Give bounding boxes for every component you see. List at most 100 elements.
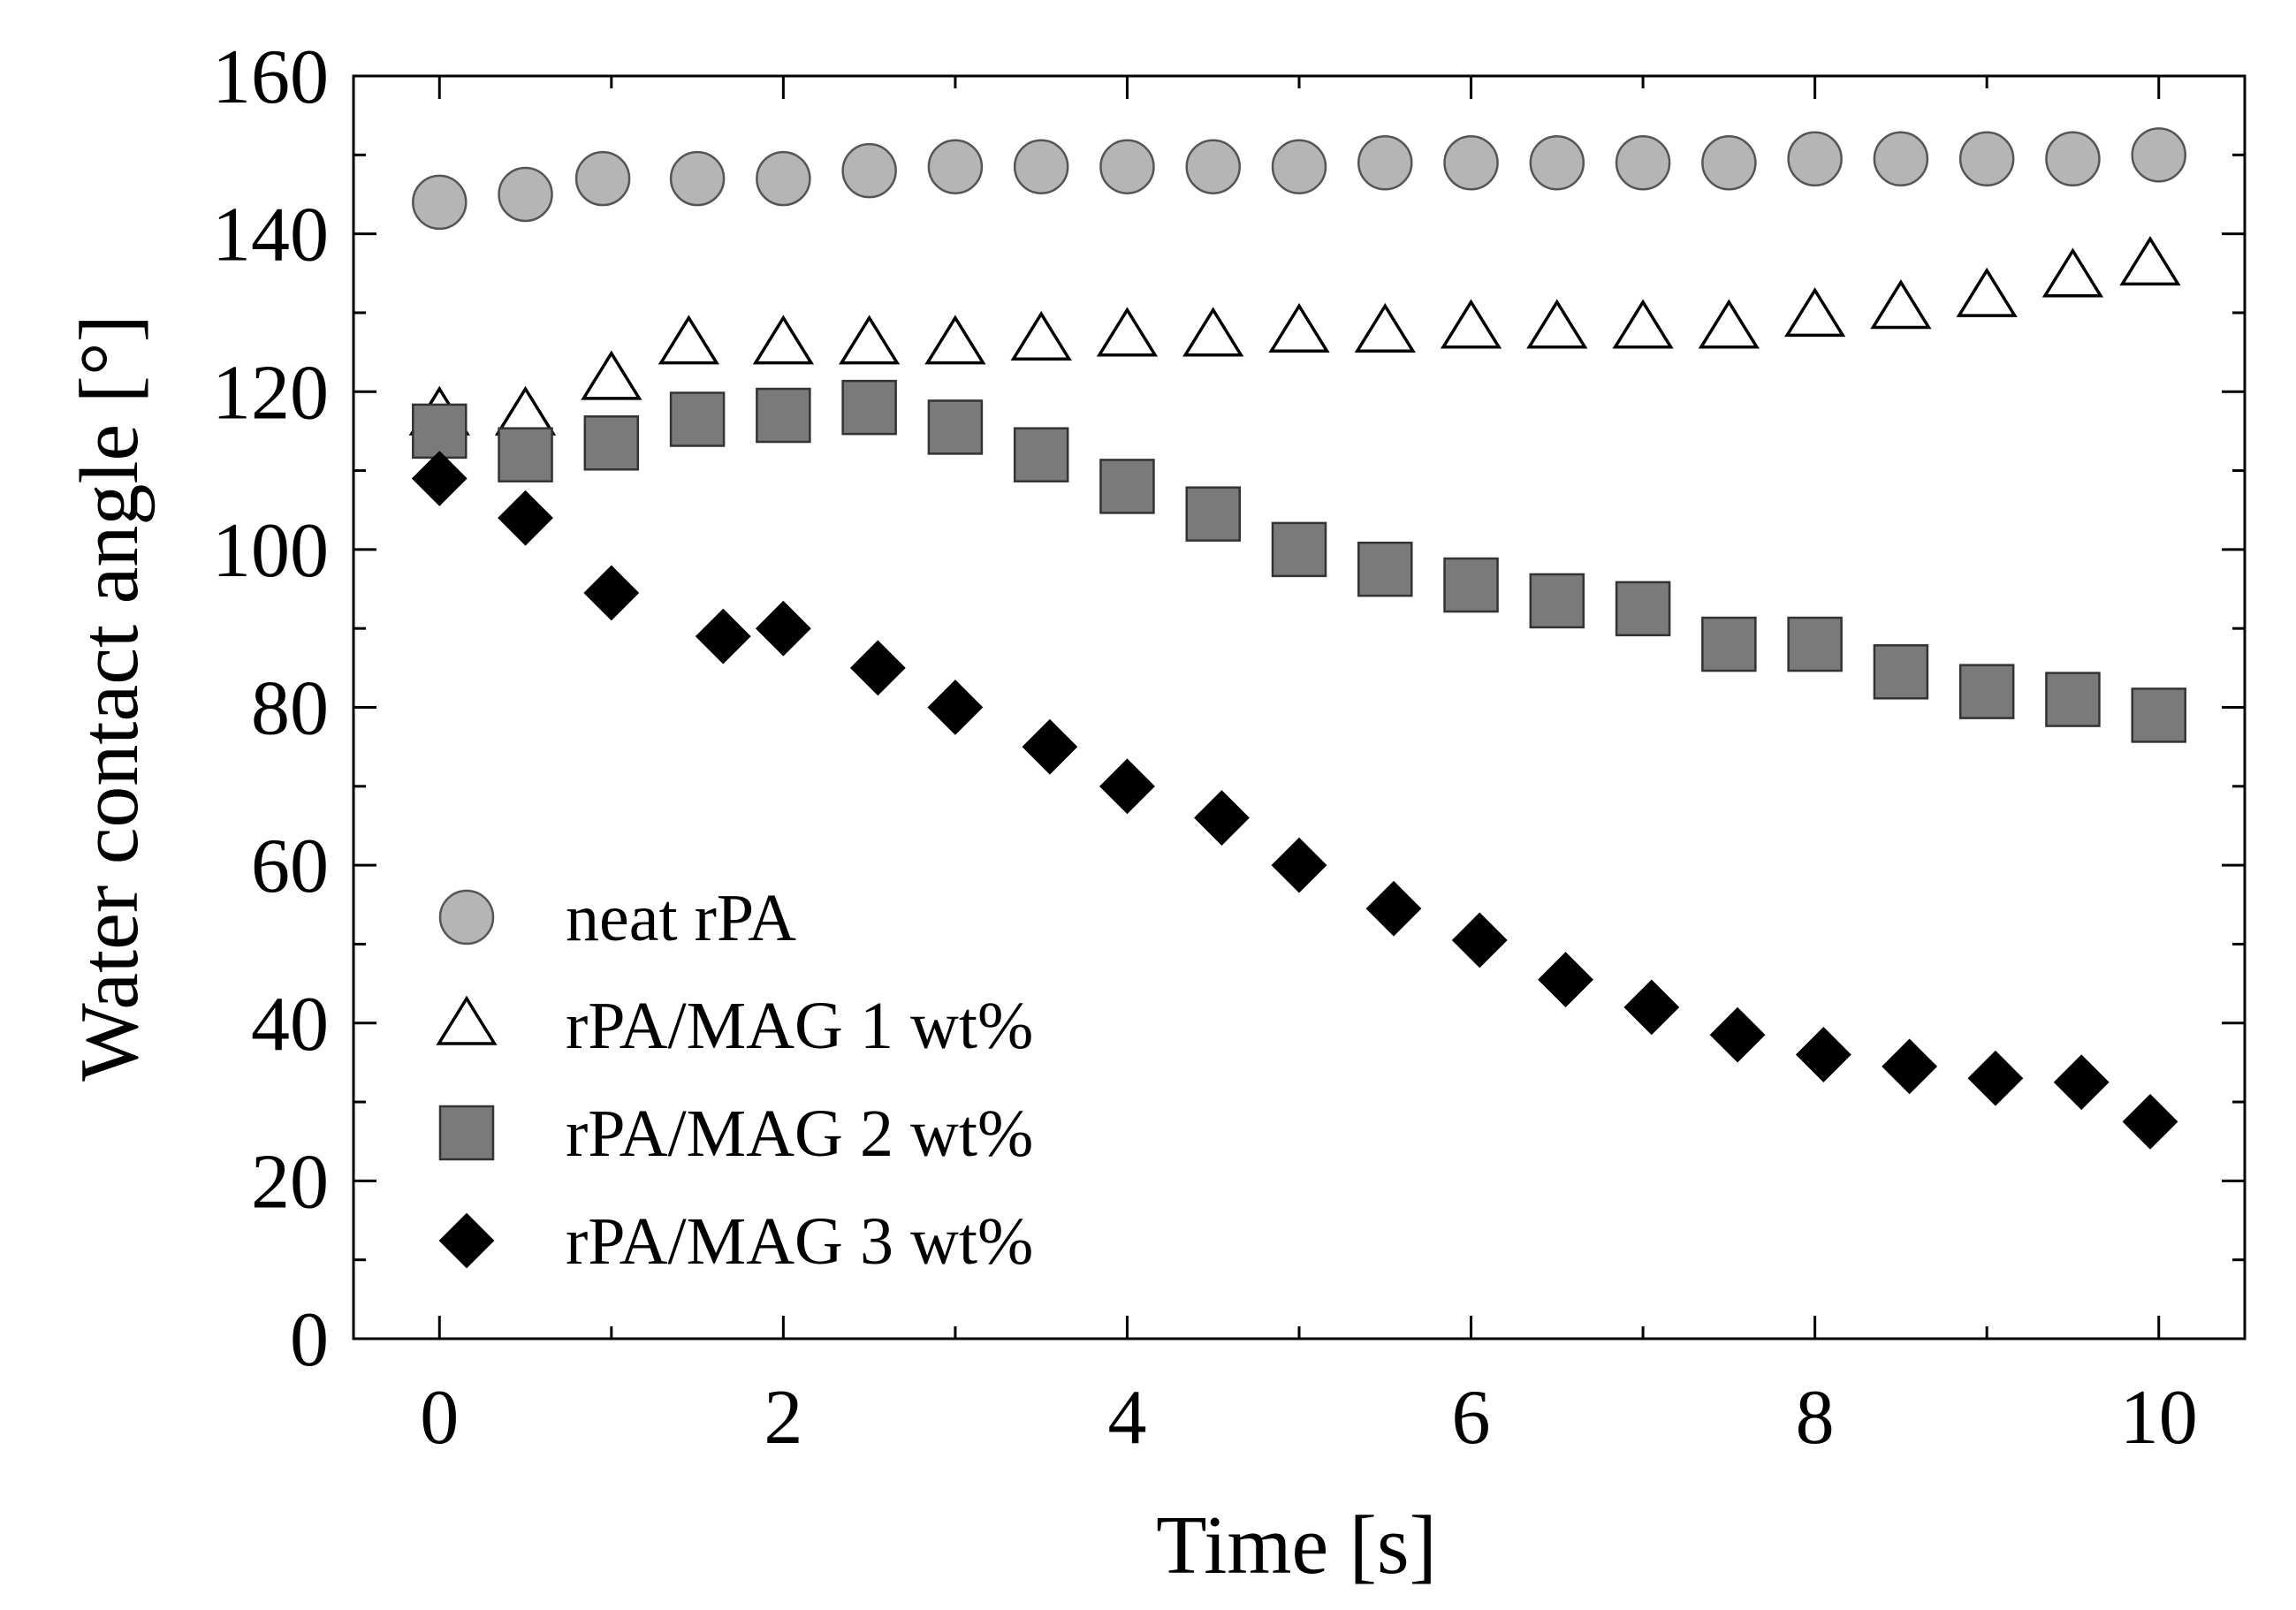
data-point	[927, 139, 984, 194]
data-point	[1357, 541, 1413, 597]
data-point	[1873, 644, 1929, 700]
data-point	[658, 315, 720, 365]
data-point	[841, 142, 897, 199]
data-point	[1354, 302, 1416, 353]
data-point	[1182, 307, 1244, 357]
data-point	[574, 150, 631, 207]
data-point	[1271, 139, 1327, 194]
data-point	[583, 565, 640, 621]
data-point	[1783, 287, 1846, 338]
data-point	[924, 315, 986, 365]
legend-marker	[438, 1212, 495, 1269]
data-point	[841, 379, 897, 436]
legend-item: rPA/MAG 2 wt%	[438, 1097, 1033, 1171]
legend-item: rPA/MAG 1 wt%	[436, 989, 1033, 1063]
data-point	[838, 315, 901, 365]
data-point	[1451, 912, 1508, 968]
data-point	[695, 608, 751, 665]
data-point	[1958, 131, 2015, 187]
data-point	[1526, 299, 1588, 349]
data-point	[1956, 267, 2018, 317]
data-point	[1615, 581, 1671, 637]
data-point	[1194, 790, 1250, 846]
series-2	[412, 379, 2186, 743]
data-point	[1615, 134, 1671, 191]
legend-item: neat rPA	[438, 881, 796, 955]
data-point	[1443, 134, 1499, 191]
data-point	[1698, 299, 1760, 349]
y-tick-label: 100	[212, 508, 329, 594]
data-point	[583, 415, 640, 471]
data-point	[755, 600, 811, 657]
data-series	[408, 127, 2186, 1150]
data-point	[2041, 247, 2104, 298]
y-tick-label: 160	[212, 34, 329, 120]
data-point	[1099, 139, 1155, 194]
data-point	[927, 399, 984, 455]
legend-label: rPA/MAG 1 wt%	[566, 989, 1033, 1063]
x-tick-label: 6	[1452, 1375, 1491, 1461]
data-point	[752, 315, 815, 365]
legend-label: rPA/MAG 3 wt%	[566, 1204, 1033, 1279]
data-point	[412, 174, 468, 231]
y-tick-label: 40	[251, 982, 329, 1067]
y-tick-label: 20	[251, 1139, 329, 1225]
data-point	[1013, 427, 1069, 482]
series-0	[412, 127, 2186, 231]
data-point	[412, 403, 468, 459]
data-point	[1529, 573, 1585, 629]
data-point	[1958, 664, 2015, 719]
data-point	[1022, 718, 1078, 775]
data-point	[1701, 134, 1757, 191]
data-point	[2053, 1054, 2110, 1111]
legend: neat rPA rPA/MAG 1 wt% rPA/MAG 2 wt% rPA/MA…	[436, 881, 1033, 1279]
data-point	[1271, 837, 1327, 893]
axis-ticks	[354, 74, 2245, 1340]
legend-marker	[438, 889, 495, 945]
data-point	[411, 451, 468, 506]
data-point	[1612, 299, 1674, 349]
legend-marker	[436, 995, 498, 1045]
legend-marker	[438, 1105, 495, 1161]
legend-label: rPA/MAG 2 wt%	[566, 1097, 1033, 1171]
data-point	[927, 680, 984, 735]
data-point	[2045, 672, 2101, 727]
data-point	[1882, 1038, 1938, 1095]
y-tick-label: 60	[251, 824, 329, 909]
data-point	[756, 387, 811, 444]
data-point	[2045, 131, 2101, 187]
data-point	[498, 166, 553, 223]
y-tick-label: 140	[212, 193, 329, 278]
data-point	[2119, 236, 2181, 286]
data-point	[498, 427, 553, 482]
legend-label: neat rPA	[566, 881, 796, 955]
data-point	[1967, 1050, 2024, 1106]
x-axis-title: Time [s]	[1156, 1500, 1437, 1591]
y-tick-label: 80	[251, 666, 329, 752]
series-1	[408, 236, 2181, 436]
data-point	[2131, 127, 2186, 183]
y-tick-label: 120	[212, 350, 329, 436]
data-point	[1787, 616, 1843, 672]
data-point	[1185, 486, 1241, 542]
data-point	[669, 150, 726, 207]
data-point	[1010, 310, 1072, 361]
data-point	[1271, 521, 1327, 578]
data-point	[1873, 131, 1929, 187]
data-point	[1709, 1006, 1766, 1063]
x-tick-label: 0	[420, 1375, 459, 1461]
data-point	[756, 150, 811, 207]
data-point	[1538, 952, 1593, 1008]
data-point	[1440, 299, 1502, 349]
data-point	[1185, 139, 1241, 194]
data-point	[849, 640, 906, 696]
y-axis-title: Water contact angle [°]	[64, 315, 156, 1082]
data-point	[1529, 134, 1585, 191]
series-3	[411, 451, 2178, 1150]
legend-item: rPA/MAG 3 wt%	[438, 1204, 1033, 1279]
data-point	[1099, 459, 1155, 514]
data-point	[1013, 139, 1069, 194]
